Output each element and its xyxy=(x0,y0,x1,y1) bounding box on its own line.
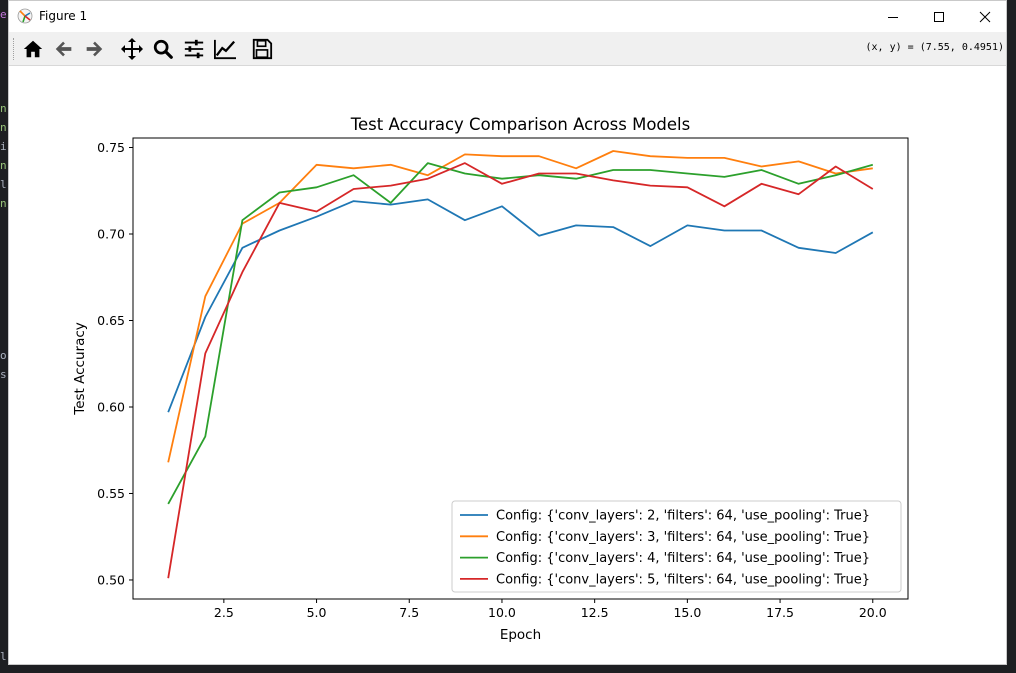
x-tick-label: 5.0 xyxy=(307,605,327,620)
x-tick-label: 10.0 xyxy=(488,605,516,620)
minimize-icon xyxy=(888,16,898,18)
line-chart-icon xyxy=(214,39,236,60)
close-button[interactable] xyxy=(962,1,1008,32)
maximize-button[interactable] xyxy=(916,1,962,32)
x-tick-label: 12.5 xyxy=(581,605,609,620)
terminal-edge-char: n xyxy=(0,102,7,115)
x-tick-label: 2.5 xyxy=(214,605,234,620)
x-tick-label: 17.5 xyxy=(766,605,794,620)
background-terminal-edge xyxy=(0,0,8,673)
plot-svg: Test Accuracy Comparison Across Models 2.… xyxy=(72,115,909,643)
title-bar: Figure 1 xyxy=(9,1,1006,32)
chart-title: Test Accuracy Comparison Across Models xyxy=(350,115,691,134)
series-line-3 xyxy=(167,162,874,505)
series-line-2 xyxy=(167,150,873,463)
terminal-edge-char: l xyxy=(0,650,7,663)
forward-button[interactable] xyxy=(80,35,108,63)
back-button[interactable] xyxy=(50,35,78,63)
x-tick-label: 20.0 xyxy=(859,605,887,620)
terminal-edge-char: o xyxy=(0,349,7,362)
terminal-edge-char: e xyxy=(0,8,7,21)
y-axis-label: Test Accuracy xyxy=(72,322,88,416)
zoom-button[interactable] xyxy=(149,35,177,63)
figure-canvas[interactable]: Test Accuracy Comparison Across Models 2.… xyxy=(9,66,1006,664)
figure-window: Figure 1 xyxy=(8,0,1007,665)
legend-entry: Config: {'conv_layers': 3, 'filters': 64… xyxy=(496,530,870,545)
y-tick-label: 0.70 xyxy=(97,227,125,242)
home-icon xyxy=(23,40,43,58)
floppy-icon xyxy=(252,38,273,60)
arrow-left-icon xyxy=(55,41,72,57)
legend-box xyxy=(451,500,902,593)
plot-frame xyxy=(132,137,909,600)
x-tick-label: 15.0 xyxy=(673,605,701,620)
legend-entry: Config: {'conv_layers': 5, 'filters': 64… xyxy=(496,572,870,587)
pan-button[interactable] xyxy=(118,35,146,63)
y-tick-label: 0.60 xyxy=(97,399,125,414)
home-button[interactable] xyxy=(19,35,47,63)
move-icon xyxy=(121,38,143,60)
subplots-button[interactable] xyxy=(180,35,208,63)
legend-entry: Config: {'conv_layers': 2, 'filters': 64… xyxy=(496,509,870,524)
edit-axes-button[interactable] xyxy=(211,35,239,63)
y-tick-label: 0.75 xyxy=(97,140,125,155)
x-tick-label: 7.5 xyxy=(399,605,419,620)
cursor-coordinates: (x, y) = (7.55, 0.4951) xyxy=(865,42,1004,53)
terminal-edge-char: n xyxy=(0,121,7,134)
toolbar-grip xyxy=(13,38,16,60)
window-title: Figure 1 xyxy=(39,9,88,23)
y-tick-label: 0.55 xyxy=(97,486,125,501)
terminal-edge-char: n xyxy=(0,159,7,172)
maximize-icon xyxy=(934,11,944,22)
sliders-icon xyxy=(184,39,204,59)
series-line-4 xyxy=(167,162,874,579)
terminal-edge-char: l xyxy=(0,178,7,191)
arrow-right-icon xyxy=(86,41,103,57)
navigation-toolbar: (x, y) = (7.55, 0.4951) xyxy=(9,32,1006,66)
terminal-edge-char: s xyxy=(0,368,7,381)
series-line-1 xyxy=(167,198,874,413)
y-tick-label: 0.50 xyxy=(97,572,125,587)
y-tick-label: 0.65 xyxy=(97,313,125,328)
legend-entry: Config: {'conv_layers': 4, 'filters': 64… xyxy=(496,551,870,566)
x-axis-label: Epoch xyxy=(500,627,541,643)
terminal-edge-char: n xyxy=(0,197,7,210)
minimize-button[interactable] xyxy=(870,1,916,32)
magnifier-icon xyxy=(153,39,173,59)
close-icon xyxy=(979,11,991,22)
terminal-edge-char: i xyxy=(0,140,7,153)
save-button[interactable] xyxy=(248,35,276,63)
app-icon xyxy=(17,8,33,24)
